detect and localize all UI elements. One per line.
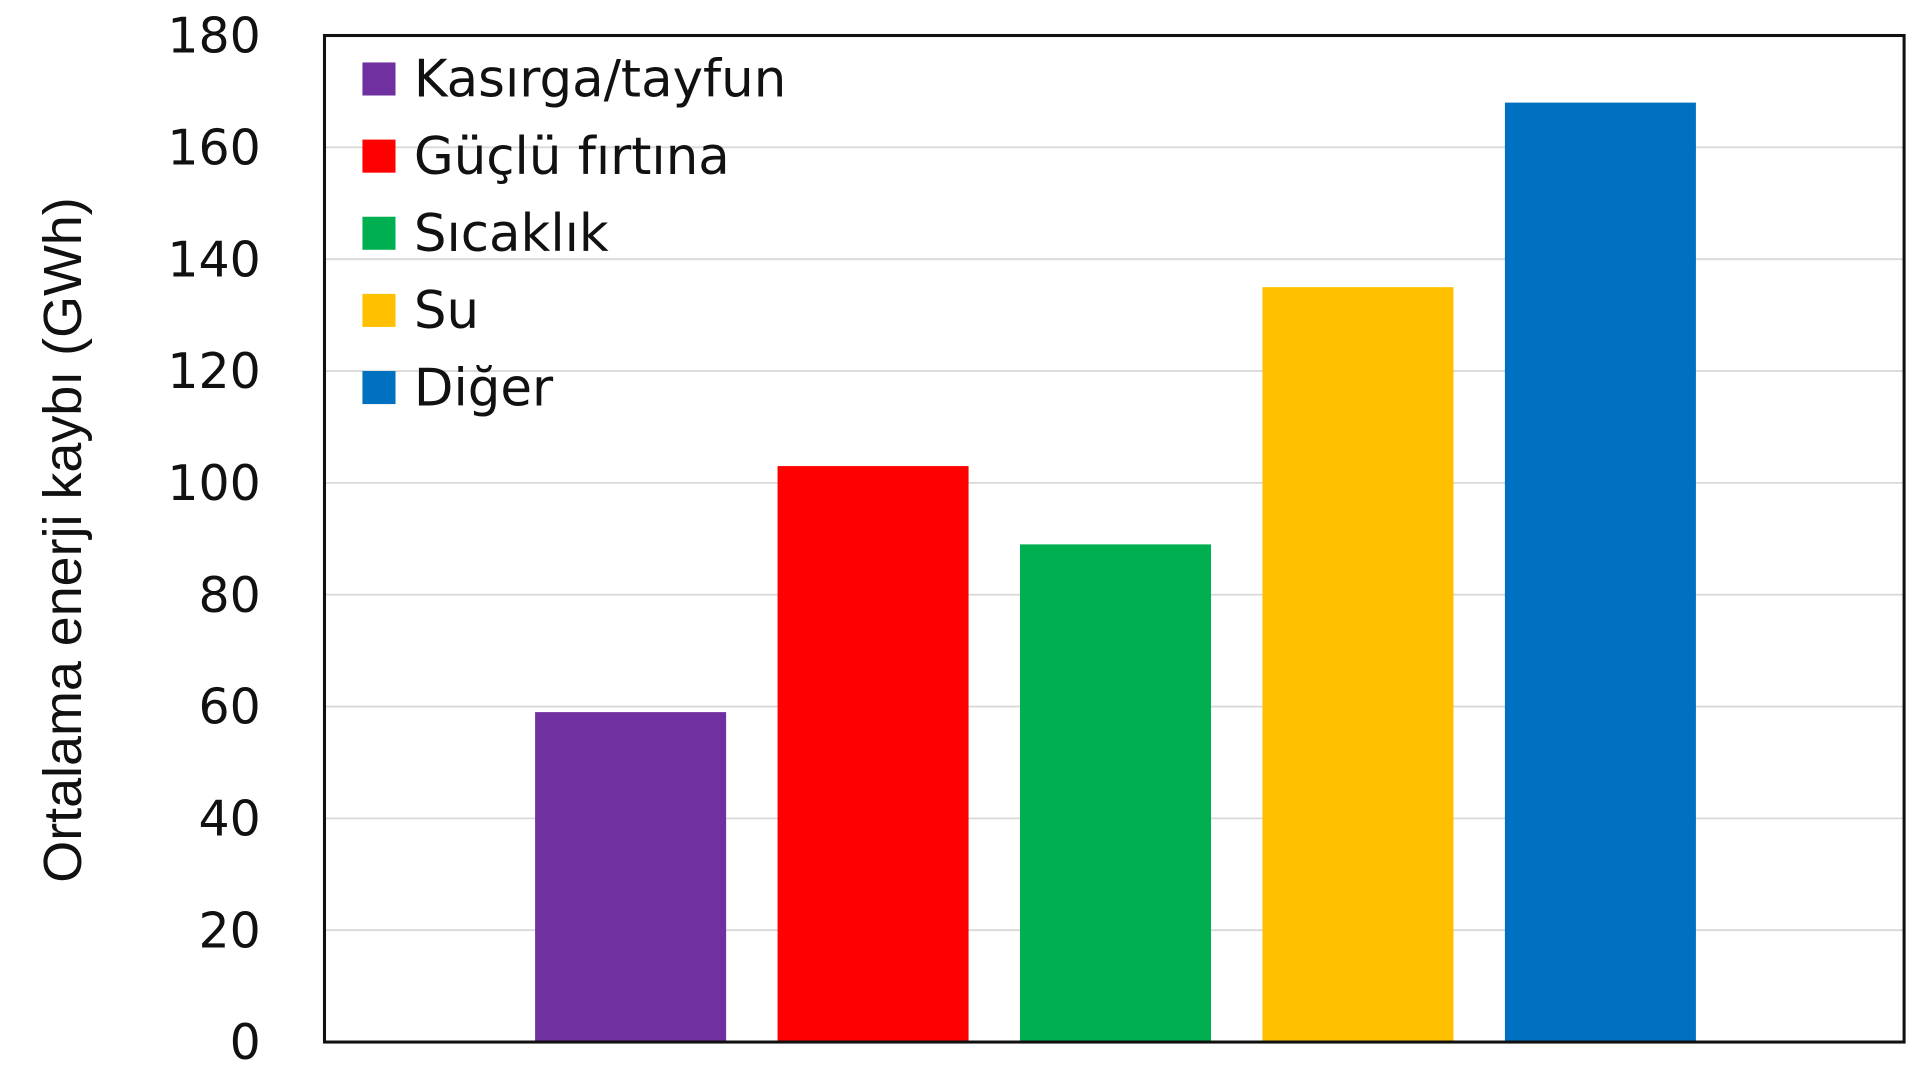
bar-5 (1504, 102, 1696, 1043)
y-tick-label: 120 (167, 343, 260, 400)
y-tick-label: 160 (167, 119, 260, 176)
legend-label: Kasırga/tayfun (414, 50, 786, 110)
legend: Kasırga/tayfun Güçlü fırtına Sıcaklık Su Diğ… (362, 50, 786, 418)
bar-3 (1020, 544, 1212, 1043)
y-tick-label: 80 (199, 567, 261, 624)
y-axis-label: Ortalama enerji kaybı (GWh) (33, 197, 93, 882)
y-tick-label: 100 (167, 455, 260, 512)
y-tick-label: 180 (167, 8, 260, 65)
bar-1 (535, 712, 727, 1043)
legend-label: Su (414, 281, 479, 341)
legend-swatch (362, 139, 396, 173)
legend-swatch (362, 293, 396, 327)
legend-swatch (362, 216, 396, 250)
legend-swatch (362, 371, 396, 405)
y-tick-label: 20 (199, 902, 261, 959)
y-tick-label: 0 (230, 1014, 261, 1071)
y-tick-label: 40 (199, 791, 261, 848)
y-tick-labels: 0 20 40 60 80 100 120 140 160 180 (167, 8, 260, 1072)
legend-label: Diğer (414, 358, 554, 418)
bars (535, 102, 1696, 1043)
y-tick-label: 140 (167, 231, 260, 288)
bar-2 (777, 466, 969, 1043)
plot-frame (322, 33, 1906, 1044)
legend-label: Güçlü fırtına (414, 127, 730, 187)
legend-label: Sıcaklık (414, 204, 609, 264)
bar-4 (1262, 287, 1454, 1043)
y-tick-label: 60 (199, 679, 261, 736)
legend-swatch (362, 62, 396, 96)
